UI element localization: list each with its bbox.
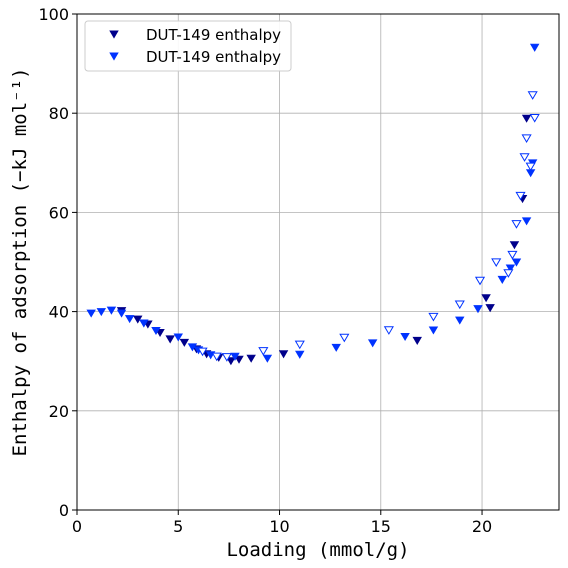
x-tick-label: 0 <box>72 517 82 536</box>
data-point <box>429 313 437 320</box>
data-point <box>180 339 188 346</box>
data-point <box>476 277 484 284</box>
y-tick-label: 80 <box>49 104 69 123</box>
data-point <box>512 221 520 228</box>
data-point <box>530 44 538 51</box>
data-point <box>296 341 304 348</box>
series-2 <box>87 44 539 362</box>
data-point <box>385 327 393 334</box>
x-axis-label: Loading (mmol/g) <box>226 539 409 561</box>
data-point <box>166 336 174 343</box>
data-point <box>413 337 421 344</box>
data-point <box>528 92 536 99</box>
data-point <box>492 259 500 266</box>
data-point <box>482 295 490 302</box>
data-point <box>530 115 538 122</box>
series-1 <box>117 115 530 365</box>
y-tick-label: 100 <box>38 5 69 24</box>
data-point <box>117 310 125 317</box>
data-point <box>429 327 437 334</box>
data-point <box>508 251 516 258</box>
grid <box>77 14 559 510</box>
data-point <box>259 348 267 355</box>
plot-frame <box>77 14 559 510</box>
data-point <box>97 308 105 315</box>
data-point <box>456 317 464 324</box>
y-tick-label: 20 <box>49 402 69 421</box>
y-axis-label: Enthalpy of adsorption (−kJ mol⁻¹) <box>9 68 31 457</box>
y-tick-label: 40 <box>49 303 69 322</box>
data-point <box>504 270 512 277</box>
data-point <box>296 351 304 358</box>
data-point <box>522 218 530 225</box>
data-point <box>332 344 340 351</box>
x-tick-label: 10 <box>269 517 289 536</box>
data-point <box>486 304 494 311</box>
y-tick-label: 60 <box>49 203 69 222</box>
data-point <box>247 355 255 362</box>
series-3 <box>198 92 539 361</box>
data-point <box>107 307 115 314</box>
data-point <box>522 115 530 122</box>
data-point <box>498 276 506 283</box>
x-tick-label: 20 <box>472 517 492 536</box>
legend-entry: DUT-149 enthalpy <box>146 26 281 44</box>
x-tick-label: 15 <box>371 517 391 536</box>
data-point <box>526 163 534 170</box>
data-point <box>263 355 271 362</box>
data-point <box>510 241 518 248</box>
data-point <box>368 340 376 347</box>
data-point <box>522 135 530 142</box>
legend-entry: DUT-149 enthalpy <box>146 48 281 66</box>
data-points <box>87 44 539 365</box>
legend: DUT-149 enthalpy DUT-149 enthalpy <box>85 21 291 71</box>
data-point <box>520 154 528 161</box>
axis-ticks: 0 5 10 15 20 0 20 40 60 80 100 <box>38 5 492 536</box>
data-point <box>279 351 287 358</box>
data-point <box>401 333 409 340</box>
y-tick-label: 0 <box>59 501 69 520</box>
x-tick-label: 5 <box>173 517 183 536</box>
data-point <box>456 301 464 308</box>
data-point <box>125 315 133 322</box>
data-point <box>340 334 348 341</box>
data-point <box>87 310 95 317</box>
